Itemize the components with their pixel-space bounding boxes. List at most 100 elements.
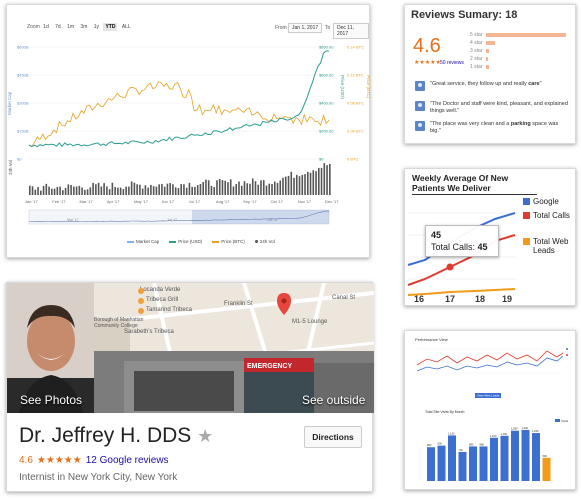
volume-bar <box>284 176 287 195</box>
business-name: Dr. Jeffrey H. DDS ★ <box>19 424 214 447</box>
map-label: Franklin St <box>224 301 253 307</box>
x-tick: 16 <box>414 294 424 304</box>
directions-button[interactable]: Directions <box>304 426 362 448</box>
volume-bar <box>95 184 97 195</box>
volume-bar <box>62 190 64 195</box>
zoom-7d-button[interactable]: 7d <box>55 24 61 30</box>
save-star-icon[interactable]: ★ <box>197 426 214 446</box>
btc-tick: 0.14 BTC <box>347 45 364 50</box>
perf-red-line <box>416 350 564 366</box>
star-bar-fill <box>485 33 566 37</box>
volume-bar <box>276 182 279 195</box>
volume-bar <box>265 185 268 195</box>
volume-bar <box>312 170 315 195</box>
volume-bar <box>251 178 254 195</box>
volume-bar <box>243 181 246 195</box>
visits-bar <box>490 437 498 481</box>
map-svg: EMERGENCY <box>94 283 374 413</box>
volume-bar <box>199 183 202 195</box>
see-outside-label[interactable]: See outside <box>302 393 366 407</box>
crypto-chart-card: Zoom 1d 7d 1m 3m 1y YTD ALL From Jan 1, … <box>6 4 371 258</box>
to-date-input[interactable]: Dec 11, 2017 <box>333 23 369 39</box>
zoom-ytd-button[interactable]: YTD <box>103 23 118 31</box>
volume-bar <box>97 182 100 195</box>
zoom-all-button[interactable]: ALL <box>121 24 131 30</box>
volume-bar <box>279 180 282 195</box>
bar-chart-title: Total Site Visits By Month <box>425 410 464 414</box>
volume-bar <box>257 184 260 195</box>
location-pin-icon <box>277 293 291 315</box>
btc-tick: 0.08 BTC <box>347 101 364 106</box>
volume-bar <box>174 187 177 195</box>
volume-bar <box>293 177 295 195</box>
volume-bar <box>188 182 191 195</box>
zoom-1y-button[interactable]: 1y <box>93 24 100 30</box>
volume-bar <box>262 180 265 195</box>
zoom-3m-button[interactable]: 3m <box>80 24 88 30</box>
volume-bar <box>89 187 92 195</box>
zoom-1d-button[interactable]: 1d <box>43 24 49 30</box>
calls-data-point <box>446 263 454 271</box>
volume-bar <box>130 181 133 195</box>
from-date-input[interactable]: Jan 1, 2017 <box>288 23 323 33</box>
map-label: Tribeca Grill <box>146 297 179 303</box>
map-label: Borough of Manhattan Community College <box>94 317 144 329</box>
review-item[interactable]: "The place was very clean and a parking … <box>415 121 570 135</box>
volume-bar <box>304 174 306 195</box>
zoom-label: Zoom <box>27 24 40 30</box>
legend-price-btc[interactable]: Price (BTC) <box>212 239 245 244</box>
volume-bar <box>323 163 326 195</box>
google-reviews-link[interactable]: 12 Google reviews <box>85 455 169 466</box>
usd-axis-label: Price (USD) <box>340 75 345 100</box>
legend-market-cap[interactable]: Market Cap <box>127 239 159 244</box>
legend-24h-vol[interactable]: 24h Vol <box>254 239 275 244</box>
review-item[interactable]: "The Doctor and staff were kind, pleasan… <box>415 101 570 115</box>
visits-bar-label: 590 <box>543 454 548 458</box>
volume-bar <box>282 177 284 195</box>
navigator: Mar '17 Jul '17 Oct '17 <box>28 209 330 225</box>
x-tick: Oct '17 <box>270 199 283 204</box>
legend-google[interactable]: Google <box>523 197 559 206</box>
legend-total-web-leads[interactable]: Total Web Leads <box>523 237 573 255</box>
volume-bar <box>92 182 94 195</box>
volume-bar <box>249 183 251 195</box>
legend-total-calls[interactable]: Total Calls <box>523 211 573 220</box>
business-map[interactable]: EMERGENCY Locanda Verde Tribeca Grill Ta… <box>94 283 374 413</box>
volume-bar <box>315 171 317 195</box>
review-item[interactable]: "Great service, they follow up and reall… <box>415 81 570 91</box>
volume-bar <box>84 189 86 195</box>
volume-bar <box>185 187 188 195</box>
zoom-1m-button[interactable]: 1m <box>67 24 75 30</box>
see-photos-label[interactable]: See Photos <box>20 393 83 407</box>
visits-bar-label: 880 <box>469 442 474 446</box>
visits-bar <box>542 457 551 481</box>
btc-price-line <box>28 81 330 148</box>
x-tick: 19 <box>502 294 512 304</box>
visits-bar <box>511 430 519 481</box>
volume-bar <box>295 174 298 195</box>
btc-tick: 0.12 BTC <box>347 73 364 78</box>
crypto-legend: Market Cap Price (USD) Price (BTC) 24h V… <box>127 239 275 244</box>
volume-bar <box>172 184 174 195</box>
volume-bar <box>158 184 160 195</box>
volume-bar <box>196 185 199 195</box>
visits-bar <box>500 435 509 481</box>
x-tick: Jul '17 <box>189 199 201 204</box>
review-count-link[interactable]: 50 reviews <box>440 60 464 66</box>
btc-tick: 0.04 BTC <box>347 129 364 134</box>
visits-bar-label: 880 <box>480 442 485 446</box>
usd-tick: $200.00 <box>319 129 334 134</box>
volume-bar <box>205 179 207 195</box>
usd-tick: $800.00 <box>319 45 334 50</box>
legend-price-usd[interactable]: Price (USD) <box>169 239 202 244</box>
doctor-photo[interactable]: See Photos <box>7 283 94 413</box>
volume-bar <box>37 187 39 195</box>
rating-value: 4.6 <box>19 455 33 466</box>
navigator-selection <box>192 210 329 224</box>
volume-bar <box>161 183 163 195</box>
volume-bar <box>155 186 158 195</box>
visits-bar <box>479 446 488 481</box>
volume-bar <box>306 171 309 195</box>
volume-bar <box>64 187 67 195</box>
volume-bar <box>202 182 204 195</box>
